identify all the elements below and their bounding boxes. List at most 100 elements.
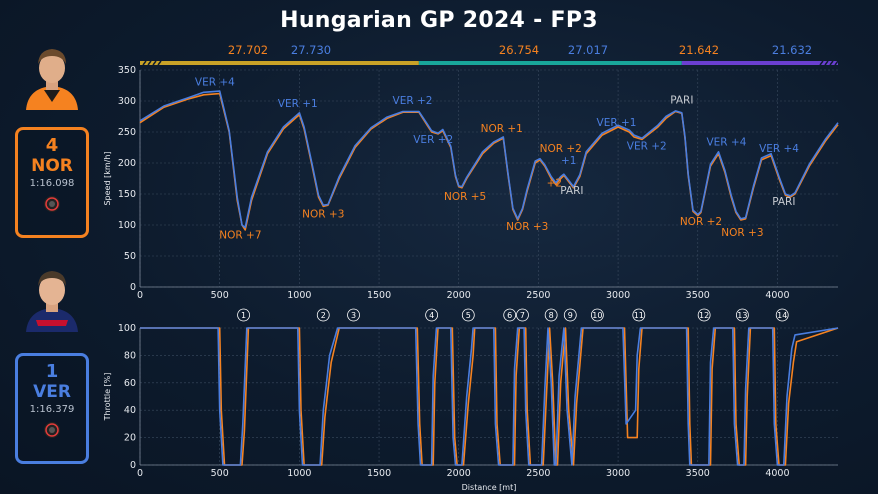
throttle-xtick-label: 1000 [287, 468, 311, 479]
corner-marker [347, 308, 360, 322]
driver-ver-avatar [26, 271, 78, 332]
corner-label: 1 [241, 311, 246, 320]
throttle-ytick-label: 40 [124, 405, 136, 416]
corner-label: 5 [466, 311, 471, 320]
corner-label: 3 [351, 311, 356, 320]
sector-bar-hatch [142, 60, 147, 66]
speed-xtick-label: 3000 [606, 290, 630, 301]
speed-ytick-label: 0 [130, 282, 136, 293]
speed-annotation: +2 [547, 178, 562, 190]
speed-annotation: NOR +3 [506, 221, 548, 233]
speed-annotation: VER +4 [759, 143, 799, 155]
corner-label: 6 [507, 311, 512, 320]
sector-bar-hatch [819, 60, 824, 66]
sector-bar-hatch [829, 60, 834, 66]
speed-ytick-label: 350 [118, 65, 136, 76]
throttle-xtick-label: 3500 [686, 468, 710, 479]
driver-number: 1 [45, 361, 59, 382]
sector-ver-time: 21.632 [772, 43, 812, 57]
speed-annotation: NOR +3 [302, 209, 344, 221]
sector-nor-time: 27.702 [228, 43, 268, 57]
driver-code: NOR [31, 156, 73, 176]
speed-xtick-label: 500 [211, 290, 229, 301]
speed-xtick-label: 4000 [765, 290, 789, 301]
speed-annotation: NOR +3 [721, 227, 763, 239]
distance-axis-label: Distance [mt] [462, 483, 517, 492]
throttle-ytick-label: 60 [124, 378, 136, 389]
chart-title: Hungarian GP 2024 - FP3 [280, 8, 598, 33]
speed-ytick-label: 200 [118, 158, 136, 169]
throttle-xtick-label: 3000 [606, 468, 630, 479]
speed-annotation: PARI [670, 94, 693, 106]
corner-label: 14 [777, 311, 787, 320]
corner-label: 4 [429, 311, 434, 320]
throttle-line-ver [140, 327, 839, 466]
corner-label: 13 [737, 311, 747, 320]
corner-marker [425, 308, 439, 322]
corner-label: 12 [699, 311, 709, 320]
throttle-xtick-label: 2500 [526, 468, 550, 479]
corner-label: 7 [520, 311, 525, 320]
throttle-xtick-label: 0 [137, 468, 143, 479]
speed-ytick-label: 150 [118, 189, 136, 200]
sector-bar-hatch [834, 60, 839, 66]
sector-bar-hatch [824, 60, 829, 66]
throttle-xtick-label: 4000 [765, 468, 789, 479]
sector-ver-time: 27.730 [291, 43, 331, 57]
corner-marker [516, 308, 529, 322]
speed-xtick-label: 2500 [526, 290, 550, 301]
corner-marker [237, 308, 250, 322]
speed-ytick-label: 100 [118, 220, 136, 231]
speed-annotation: VER +4 [195, 77, 235, 89]
speed-annotation: VER +1 [597, 117, 637, 129]
speed-annotation: VER +2 [393, 95, 433, 107]
sector-bar-hatch [157, 60, 162, 66]
speed-annotation: VER +1 [278, 98, 318, 110]
speed-ytick-label: 250 [118, 127, 136, 138]
driver-nor-avatar [26, 49, 78, 110]
driver-card-ver: 1 VER 1:16.379 [15, 353, 89, 464]
speed-ytick-label: 300 [118, 96, 136, 107]
driver-card-nor: 4 NOR 1:16.098 [15, 127, 89, 238]
speed-annotation: VER +2 [413, 134, 453, 146]
corner-marker [697, 308, 711, 322]
speed-xtick-label: 1500 [367, 290, 391, 301]
throttle-axis-label: Throttle [%] [103, 373, 112, 422]
speed-annotation: PARI [560, 185, 583, 197]
speed-annotation: PARI [772, 196, 795, 208]
speed-annotation: NOR +2 [540, 143, 582, 155]
speed-axis-label: Speed [km/h] [103, 151, 112, 205]
speed-annotation: NOR +5 [444, 191, 486, 203]
throttle-ytick-label: 0 [130, 460, 136, 471]
corner-label: 10 [592, 311, 602, 320]
throttle-xtick-label: 500 [211, 468, 229, 479]
driver-laptime: 1:16.379 [29, 404, 75, 415]
corner-label: 9 [568, 311, 573, 320]
speed-xtick-label: 0 [137, 290, 143, 301]
speed-ytick-label: 50 [124, 251, 136, 262]
speed-xtick-label: 3500 [686, 290, 710, 301]
sector-nor-time: 26.754 [499, 43, 539, 57]
driver-laptime: 1:16.098 [29, 178, 75, 189]
throttle-ytick-label: 100 [118, 323, 136, 334]
corner-marker [544, 308, 558, 322]
throttle-xtick-label: 2000 [447, 468, 471, 479]
sector-3-bar [681, 61, 838, 65]
corner-label: 2 [321, 311, 326, 320]
tyre-icon [44, 422, 60, 438]
speed-annotation: +1 [561, 155, 576, 167]
speed-xtick-label: 1000 [287, 290, 311, 301]
driver-number: 4 [45, 135, 59, 156]
corner-marker [735, 308, 749, 322]
speed-annotation: NOR +7 [219, 230, 261, 242]
sector-bar-hatch [147, 60, 152, 66]
corner-label: 8 [549, 311, 554, 320]
corner-marker [563, 308, 577, 322]
corner-marker [775, 308, 789, 322]
speed-xtick-label: 2000 [447, 290, 471, 301]
speed-annotation: NOR +1 [481, 123, 523, 135]
tyre-icon [44, 196, 60, 212]
throttle-ytick-label: 80 [124, 350, 136, 361]
sector-nor-time: 21.642 [679, 43, 719, 57]
